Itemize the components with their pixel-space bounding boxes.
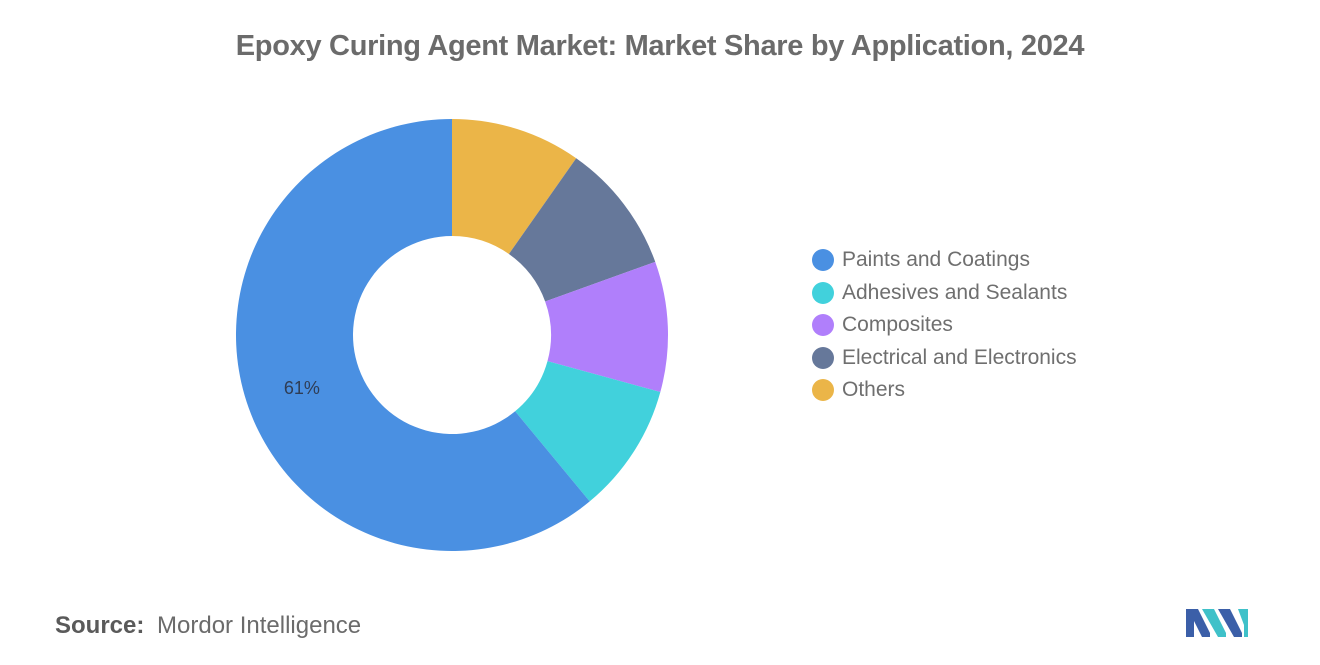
legend-swatch xyxy=(812,281,834,304)
legend-item: Electrical and Electronics xyxy=(812,342,1077,375)
chart-legend: Paints and Coatings Adhesives and Sealant… xyxy=(812,244,1077,407)
legend-swatch xyxy=(812,379,834,402)
legend-label: Paints and Coatings xyxy=(842,248,1030,272)
source-value: Mordor Intelligence xyxy=(157,612,362,639)
donut-data-labels: 61% xyxy=(284,378,320,398)
legend-item: Composites xyxy=(812,309,1077,342)
slice-others xyxy=(452,119,577,255)
source-key: Source: xyxy=(55,612,145,639)
donut-slices xyxy=(235,119,668,551)
slice-electrical-and-electronics xyxy=(508,158,656,302)
chart-title: Epoxy Curing Agent Market: Market Share … xyxy=(235,30,1085,62)
legend-swatch xyxy=(812,314,834,337)
legend-label: Adhesives and Sealants xyxy=(842,280,1068,304)
slice-composites xyxy=(545,261,668,392)
legend-swatch xyxy=(812,346,834,369)
legend-item: Adhesives and Sealants xyxy=(812,277,1077,310)
mordor-intelligence-logo-icon xyxy=(1186,609,1248,637)
slice-adhesives-and-sealants xyxy=(515,361,661,502)
legend-label: Electrical and Electronics xyxy=(842,345,1077,369)
data-label-paints-and-coatings: 61% xyxy=(284,378,320,398)
legend-item: Paints and Coatings xyxy=(812,244,1077,277)
legend-label: Others xyxy=(842,378,906,402)
slice-paints-and-coatings xyxy=(235,119,590,551)
legend-item: Others xyxy=(812,374,1077,407)
legend-label: Composites xyxy=(842,313,953,337)
source-note: Source: Mordor Intelligence xyxy=(55,612,361,640)
legend-swatch xyxy=(812,249,834,272)
